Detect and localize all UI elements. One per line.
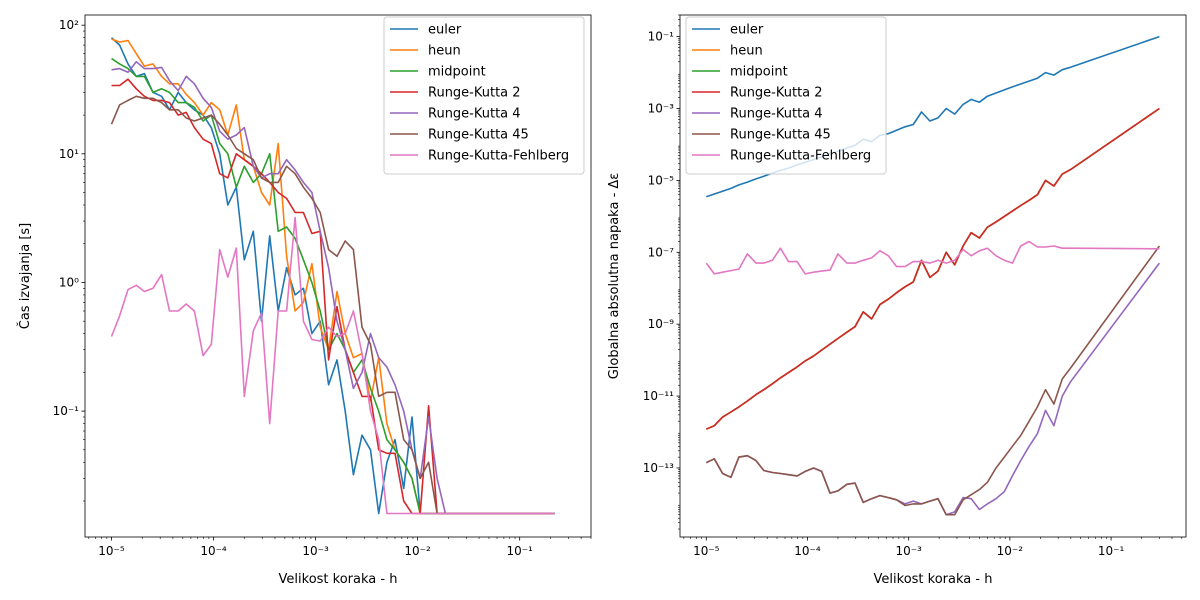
- legend-label: Runge-Kutta-Fehlberg: [428, 149, 569, 164]
- runtime-chart-ticks: 10⁻⁵ 10⁻⁴ 10⁻³ 10⁻² 10⁻¹ 10⁻¹ 10⁰ 10¹ 10²: [53, 18, 592, 558]
- error-chart-ylabel: Globalna absolutna napaka - Δε: [607, 173, 622, 380]
- y-tick-label: 10⁻⁷: [648, 245, 675, 259]
- y-tick-label: 10⁻¹¹: [643, 389, 674, 403]
- y-tick-label: 10⁻⁹: [648, 317, 675, 331]
- legend-label: Runge-Kutta 4: [428, 107, 521, 122]
- series-line-runge-kutta-2: [705, 107, 1160, 430]
- y-tick-label: 10⁻¹: [648, 30, 675, 44]
- y-tick-label: 10⁻¹³: [643, 461, 674, 475]
- y-tick-label: 10²: [59, 18, 79, 32]
- legend-label: Runge-Kutta 45: [428, 128, 529, 143]
- y-tick-label: 10¹: [59, 147, 79, 161]
- x-tick-label: 10⁻⁴: [794, 544, 821, 558]
- legend-label: Runge-Kutta 45: [730, 128, 831, 143]
- runtime-chart-series: [110, 37, 555, 515]
- series-line-runge-kutta-fehlberg: [110, 216, 555, 515]
- series-line-runge-kutta-fehlberg: [705, 240, 1160, 275]
- error-chart-legend: euler heun midpoint Runge-Kutta 2 Runge-Kutt…: [685, 16, 887, 175]
- x-tick-label: 10⁻¹: [506, 544, 533, 558]
- x-tick-label: 10⁻³: [895, 544, 922, 558]
- series-line-runge-kutta-45: [705, 245, 1161, 516]
- error-chart-ticks: 10⁻⁵ 10⁻⁴ 10⁻³ 10⁻² 10⁻¹ 10⁻¹³ 10⁻¹¹ 10⁻⁹ 10⁻⁷ 10…: [643, 14, 1183, 558]
- legend-label: Runge-Kutta 2: [730, 86, 823, 101]
- legend-label: euler: [428, 23, 462, 38]
- runtime-chart: 10⁻⁵ 10⁻⁴ 10⁻³ 10⁻² 10⁻¹ 10⁻¹ 10⁰ 10¹ 10² Veliko…: [17, 14, 592, 587]
- y-tick-label: 10⁰: [59, 275, 79, 289]
- series-line-euler: [706, 35, 1160, 198]
- x-tick-label: 10⁻⁵: [693, 544, 720, 558]
- x-tick-label: 10⁻⁵: [98, 544, 125, 558]
- error-chart: 10⁻⁵ 10⁻⁴ 10⁻³ 10⁻² 10⁻¹ 10⁻¹³ 10⁻¹¹ 10⁻⁹ 10⁻⁷ 10…: [607, 14, 1187, 587]
- runtime-chart-frame: [84, 14, 592, 538]
- error-chart-series: [705, 35, 1161, 516]
- y-tick-label: 10⁻³: [648, 102, 675, 116]
- error-chart-xlabel: Velikost koraka - h: [874, 572, 993, 587]
- legend-label: heun: [730, 44, 763, 59]
- error-chart-frame: [679, 14, 1187, 538]
- y-tick-label: 10⁻¹: [53, 404, 80, 418]
- x-tick-label: 10⁻⁴: [200, 544, 227, 558]
- x-tick-label: 10⁻¹: [1098, 544, 1125, 558]
- runtime-chart-xlabel: Velikost koraka - h: [279, 572, 398, 587]
- legend-label: Runge-Kutta 4: [730, 107, 823, 122]
- x-tick-label: 10⁻³: [302, 544, 329, 558]
- x-tick-label: 10⁻²: [997, 544, 1024, 558]
- runtime-chart-ylabel: Čas izvajanja [s]: [17, 223, 33, 330]
- legend-frame: [685, 16, 887, 175]
- legend-label: euler: [730, 23, 764, 38]
- x-tick-label: 10⁻²: [404, 544, 431, 558]
- legend-label: Runge-Kutta-Fehlberg: [730, 149, 871, 164]
- legend-label: midpoint: [730, 65, 788, 80]
- legend-label: Runge-Kutta 2: [428, 86, 521, 101]
- legend-label: midpoint: [428, 65, 486, 80]
- legend-label: heun: [428, 44, 461, 59]
- legend-frame: [383, 16, 585, 175]
- y-tick-label: 10⁻⁵: [648, 173, 675, 187]
- runtime-chart-legend: euler heun midpoint Runge-Kutta 2 Runge-Kutt…: [383, 16, 585, 175]
